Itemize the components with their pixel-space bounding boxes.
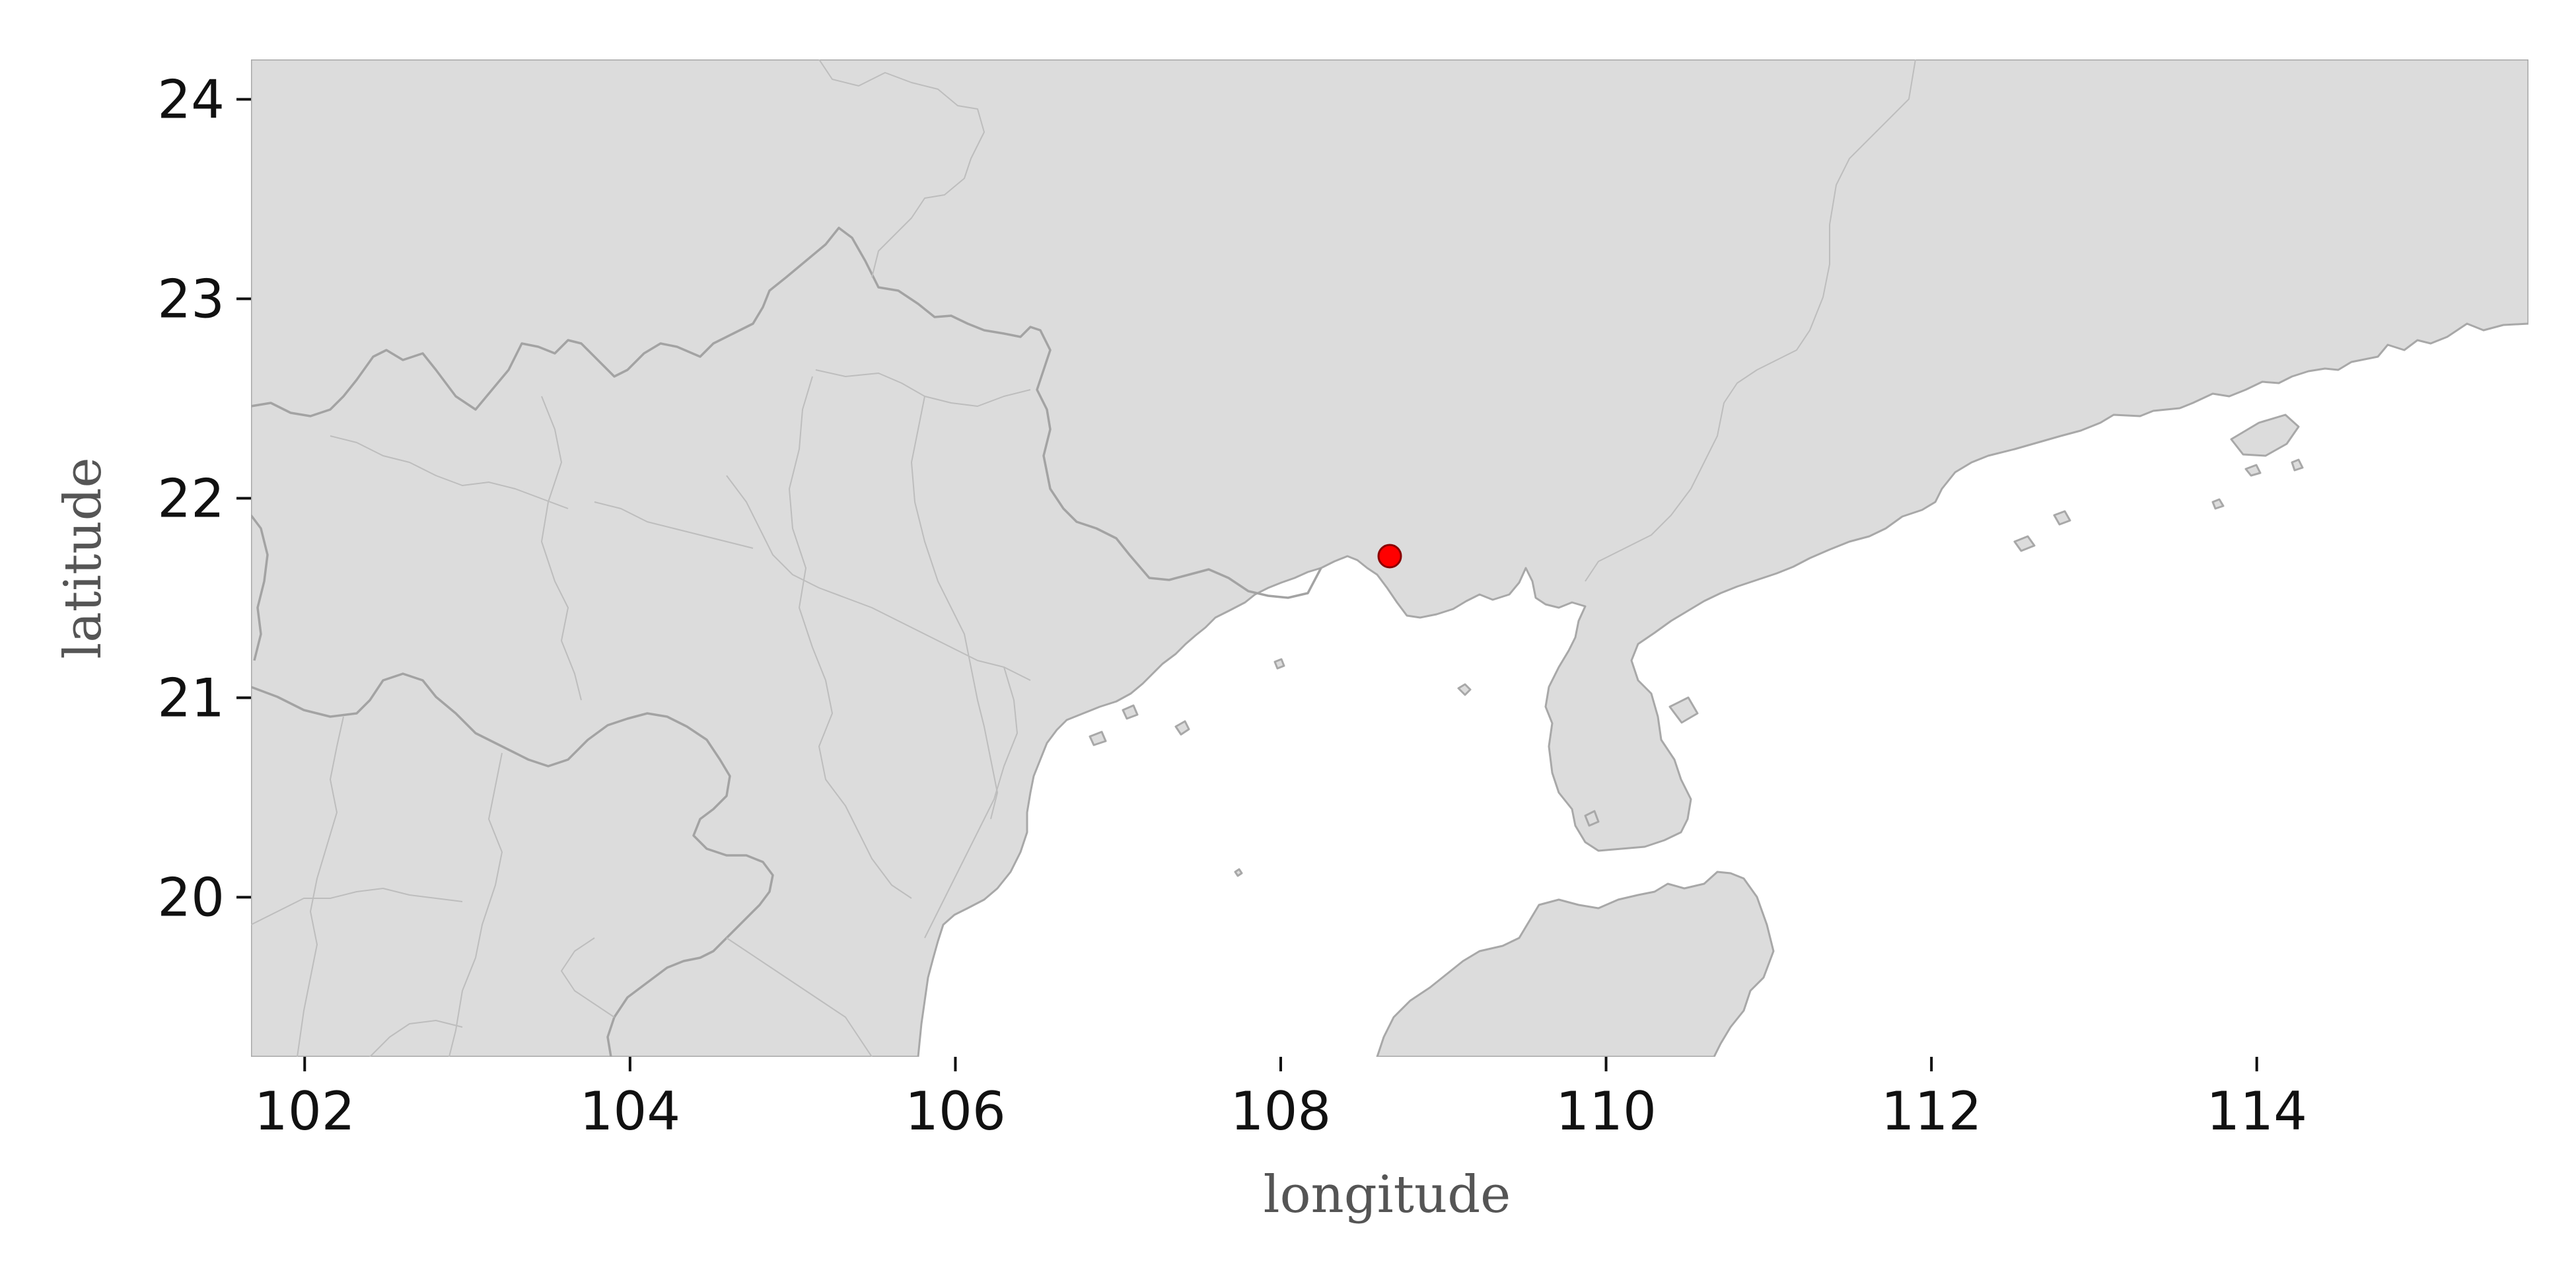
province-boundary: [448, 752, 503, 1057]
province-boundary: [561, 937, 615, 1018]
location-marker[interactable]: [1377, 544, 1402, 569]
province-boundary: [911, 396, 998, 820]
x-tick-label: 112: [1881, 1081, 1982, 1142]
y-tick-label: 20: [157, 867, 225, 928]
western-border: [251, 514, 269, 661]
points-layer: [1377, 544, 1402, 569]
y-axis: 20 21 22 23 24: [157, 69, 251, 928]
y-tick-label: 23: [157, 268, 225, 330]
province-boundary: [369, 1020, 463, 1057]
y-tick-label: 21: [157, 667, 225, 729]
x-tick-label: 114: [2206, 1081, 2307, 1142]
province-boundary: [297, 716, 344, 1057]
small-island: [1122, 704, 1139, 720]
weizhou-island: [1457, 683, 1472, 696]
x-axis: 102 104 106 108 110 112 114: [254, 1057, 2307, 1142]
province-boundary: [789, 376, 912, 899]
y-axis-label: latitude: [54, 457, 113, 659]
province-boundary: [541, 396, 582, 701]
province-boundary: [726, 937, 873, 1057]
china-vietnam-border: [251, 227, 1322, 599]
y-tick-label: 24: [157, 69, 225, 130]
x-tick-label: 104: [579, 1081, 680, 1142]
province-boundary: [594, 501, 754, 549]
hainan-island: [1376, 871, 1775, 1057]
small-island: [2053, 510, 2071, 526]
province-boundary: [251, 888, 463, 925]
province-boundary: [726, 475, 1031, 681]
small-island: [1668, 696, 1699, 724]
small-island: [1234, 868, 1243, 877]
small-island: [1273, 658, 1285, 670]
x-tick-label: 108: [1231, 1081, 1332, 1142]
small-island: [2211, 498, 2225, 510]
map-plot-area[interactable]: [251, 59, 2528, 1057]
x-tick-label: 110: [1556, 1081, 1657, 1142]
province-boundary: [818, 59, 985, 278]
province-boundary: [330, 435, 569, 509]
small-island: [1584, 810, 1600, 827]
x-axis-label: longitude: [1264, 1165, 1511, 1225]
small-island: [2230, 413, 2300, 457]
vietnam-laos-border: [251, 672, 774, 1057]
small-island: [1089, 731, 1107, 746]
small-island: [2013, 535, 2036, 552]
x-tick-label: 106: [905, 1081, 1006, 1142]
small-island: [2291, 458, 2304, 472]
y-tick-label: 22: [157, 468, 225, 529]
small-island: [1174, 720, 1190, 736]
province-boundary: [924, 666, 1018, 939]
x-tick-label: 102: [254, 1081, 355, 1142]
small-island: [2244, 464, 2262, 477]
province-boundary: [1585, 59, 1916, 582]
